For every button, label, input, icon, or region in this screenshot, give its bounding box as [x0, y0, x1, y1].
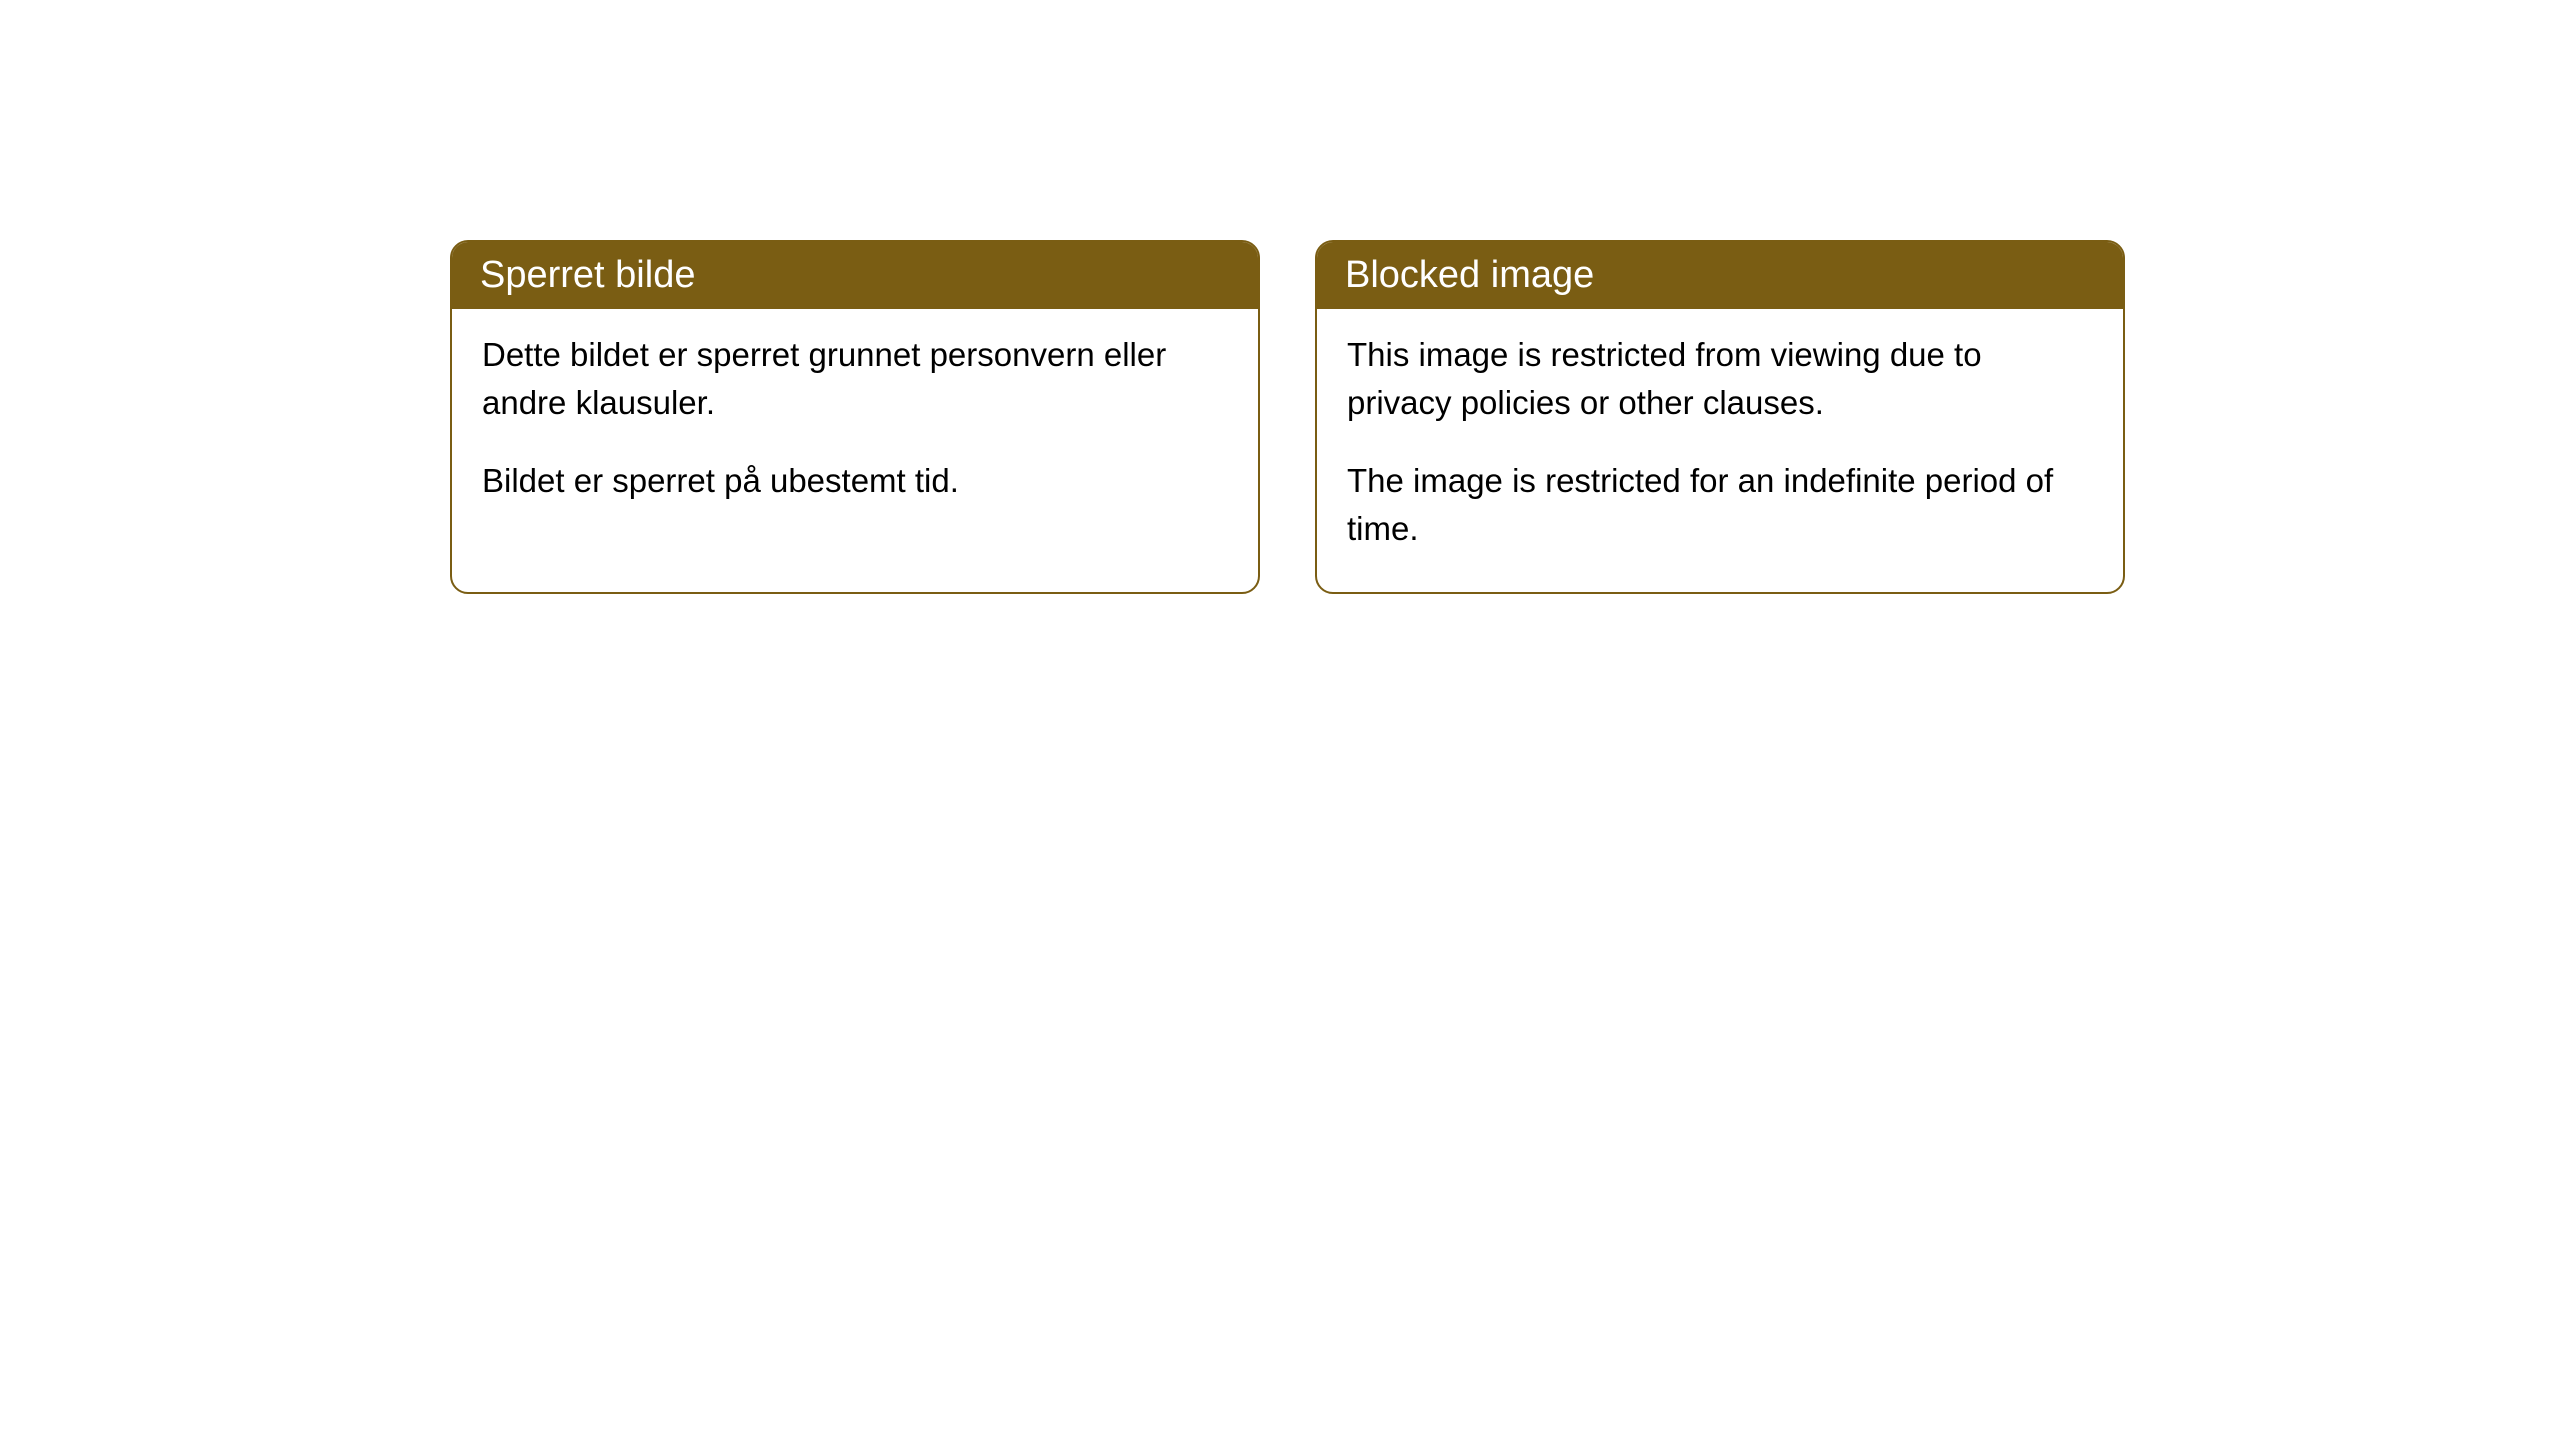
card-paragraph: Bildet er sperret på ubestemt tid. — [482, 457, 1228, 505]
card-body: Dette bildet er sperret grunnet personve… — [452, 309, 1258, 545]
card-paragraph: Dette bildet er sperret grunnet personve… — [482, 331, 1228, 427]
blocked-image-card-no: Sperret bilde Dette bildet er sperret gr… — [450, 240, 1260, 594]
card-header: Blocked image — [1317, 242, 2123, 309]
notice-cards-container: Sperret bilde Dette bildet er sperret gr… — [0, 0, 2560, 594]
card-body: This image is restricted from viewing du… — [1317, 309, 2123, 592]
blocked-image-card-en: Blocked image This image is restricted f… — [1315, 240, 2125, 594]
card-paragraph: This image is restricted from viewing du… — [1347, 331, 2093, 427]
card-paragraph: The image is restricted for an indefinit… — [1347, 457, 2093, 553]
card-header: Sperret bilde — [452, 242, 1258, 309]
